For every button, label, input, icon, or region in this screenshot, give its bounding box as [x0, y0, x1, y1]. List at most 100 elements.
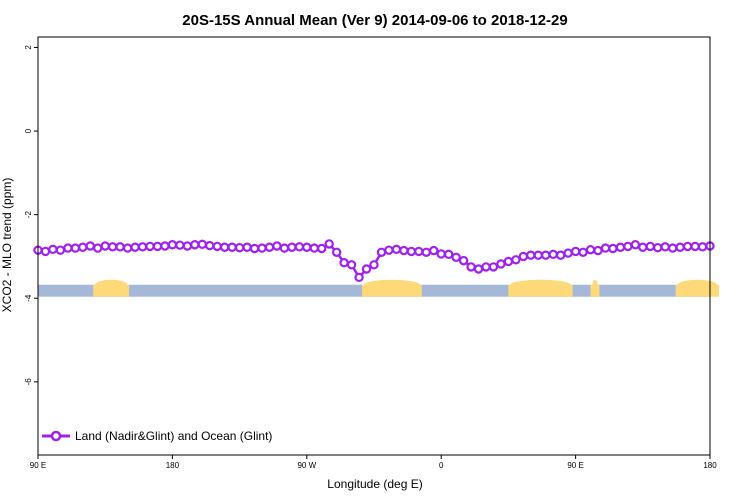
data-point — [317, 243, 327, 254]
land-band-bump — [510, 279, 571, 290]
data-point — [675, 242, 685, 252]
data-point — [496, 259, 506, 269]
x-tick-label: 90 E — [30, 461, 46, 470]
data-point — [690, 241, 700, 252]
data-point — [100, 241, 110, 251]
data-point — [503, 256, 514, 267]
data-point — [70, 243, 81, 253]
data-point — [645, 241, 655, 252]
data-point — [272, 241, 282, 251]
data-point — [287, 242, 297, 252]
data-point — [115, 242, 125, 252]
data-point — [399, 245, 409, 256]
data-point — [107, 242, 118, 252]
land-band-bump — [95, 279, 128, 290]
data-point — [197, 239, 207, 250]
data-point — [190, 240, 200, 250]
surface-type-band — [38, 279, 719, 297]
x-tick-label: 90 W — [297, 461, 316, 470]
data-point — [205, 240, 215, 251]
data-point — [429, 245, 439, 256]
y-tick-label: -2 — [24, 211, 33, 219]
data-point — [294, 242, 305, 252]
data-point — [354, 272, 364, 283]
land-band-bump — [677, 279, 717, 290]
legend-entry-label: Land (Nadir&Glint) and Ocean (Glint) — [75, 429, 272, 443]
data-point — [667, 243, 678, 253]
data-point — [279, 243, 290, 253]
data-point — [55, 245, 66, 255]
data-point — [302, 242, 312, 252]
y-tick-label: -6 — [24, 378, 33, 386]
data-point — [48, 244, 58, 255]
plot-frame — [37, 36, 711, 456]
data-point — [145, 241, 155, 252]
data-point — [630, 240, 641, 250]
data-point — [578, 247, 588, 257]
data-point — [548, 249, 558, 260]
data-point — [175, 240, 185, 250]
data-point — [369, 260, 379, 270]
data-point — [526, 250, 536, 260]
data-point — [234, 242, 245, 253]
data-point — [167, 240, 178, 250]
data-point — [436, 249, 446, 259]
data-point — [63, 243, 73, 253]
x-tick-label: 90 E — [567, 461, 583, 470]
data-point — [555, 250, 566, 260]
data-point — [481, 262, 491, 272]
data-point — [78, 242, 88, 252]
data-point — [309, 243, 319, 253]
data-point — [638, 242, 648, 252]
x-tick-label: 180 — [703, 461, 717, 470]
data-point — [346, 260, 357, 270]
data-point — [421, 247, 431, 257]
data-point — [458, 255, 469, 266]
data-point — [40, 246, 51, 257]
x-tick-label: 180 — [166, 461, 180, 470]
data-point — [160, 241, 170, 251]
data-point — [443, 249, 454, 260]
data-point — [414, 246, 424, 257]
y-axis-label: XCO2 - MLO trend (ppm) — [0, 178, 14, 313]
data-point — [85, 241, 95, 251]
data-point — [615, 242, 626, 252]
data-point — [473, 264, 484, 274]
data-point — [212, 241, 222, 252]
y-tick-label: 0 — [24, 128, 33, 133]
data-point — [384, 245, 394, 255]
data-point — [331, 247, 342, 257]
data-point — [361, 264, 372, 274]
data-point — [249, 243, 260, 254]
land-band-bump — [364, 279, 420, 290]
data-point — [600, 243, 611, 253]
data-point — [122, 243, 133, 253]
data-point — [511, 255, 521, 265]
data-point — [451, 252, 461, 262]
data-point — [660, 242, 670, 252]
data-point — [242, 242, 252, 252]
data-point — [137, 242, 148, 252]
data-point — [257, 243, 267, 253]
series-layer — [33, 239, 715, 283]
data-point — [697, 242, 708, 252]
data-point — [488, 262, 499, 272]
data-point — [682, 241, 693, 252]
y-tick-label: 2 — [24, 45, 33, 50]
data-point — [152, 241, 163, 252]
data-point — [324, 239, 334, 249]
data-point — [563, 248, 573, 258]
data-point — [541, 250, 551, 260]
data-point — [570, 246, 581, 257]
data-point — [219, 242, 230, 252]
data-point — [182, 241, 193, 251]
data-point — [93, 243, 103, 253]
axis-layer: 90 E 180 90 W 0 90 E 180 2 0 -2 -4 -6 — [24, 36, 717, 470]
data-point — [227, 242, 237, 252]
data-point — [130, 242, 140, 252]
data-point — [623, 241, 633, 252]
data-point — [533, 250, 543, 260]
data-point — [593, 245, 603, 256]
